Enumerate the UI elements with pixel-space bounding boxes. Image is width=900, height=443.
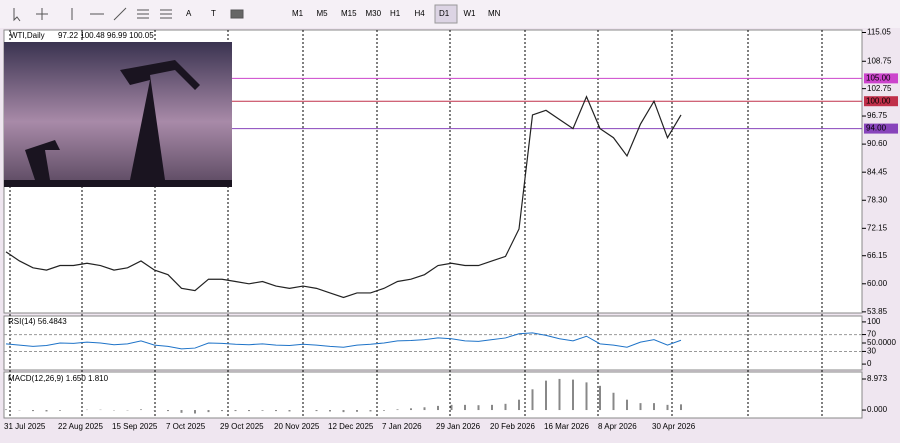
ohlc-text: 97.22 100.48 96.99 100.05 [58, 31, 154, 40]
level-label: 105.00 [866, 73, 891, 82]
date-label: 7 Oct 2025 [166, 422, 206, 431]
macd-bar [653, 403, 655, 410]
date-label: 15 Sep 2025 [112, 422, 158, 431]
macd-bar [194, 410, 196, 413]
macd-bar [451, 405, 453, 410]
macd-bar [613, 393, 615, 410]
macd-bar [167, 410, 169, 411]
macd-bar [437, 406, 439, 410]
macd-bar [532, 389, 534, 410]
price-label: 78.30 [867, 195, 888, 204]
macd-bar [397, 409, 399, 410]
macd-bar [329, 410, 331, 411]
date-label: 8 Apr 2026 [598, 422, 637, 431]
macd-tick-label: 8.973 [867, 374, 888, 383]
macd-bar [181, 410, 183, 413]
timeframe-button[interactable]: M1 [292, 9, 304, 18]
macd-bar [572, 380, 574, 410]
date-label: 29 Jan 2026 [436, 422, 481, 431]
macd-bar [491, 405, 493, 410]
price-label: 96.75 [867, 111, 888, 120]
macd-bar [248, 410, 250, 411]
price-label: 72.15 [867, 223, 888, 232]
rsi-label: RSI(14) 56.4843 [8, 317, 67, 326]
date-label: 29 Oct 2025 [220, 422, 264, 431]
date-label: 7 Jan 2026 [382, 422, 422, 431]
tool-button[interactable]: T [211, 9, 216, 18]
date-label: 20 Feb 2026 [490, 422, 535, 431]
timeframe-button[interactable]: W1 [464, 9, 477, 18]
timeframe-button[interactable]: M5 [317, 9, 329, 18]
rect-icon[interactable] [231, 10, 243, 18]
macd-bar [505, 404, 507, 410]
macd-tick-label: 0.000 [867, 405, 888, 414]
macd-bar [464, 405, 466, 410]
macd-bar [626, 400, 628, 410]
symbol-title: WTI,Daily [10, 31, 45, 40]
timeframe-button[interactable]: D1 [439, 9, 450, 18]
macd-bar [559, 379, 561, 410]
tool-button[interactable]: A [186, 9, 192, 18]
macd-bar [5, 409, 7, 410]
macd-bar [545, 381, 547, 410]
timeframe-button[interactable]: M30 [366, 9, 382, 18]
rsi-tick-label: 30 [867, 347, 876, 356]
timeframe-button[interactable]: MN [488, 9, 501, 18]
macd-bar [275, 410, 277, 411]
macd-bar [208, 410, 210, 412]
timeframe-button[interactable]: H1 [390, 9, 401, 18]
macd-bar [586, 382, 588, 410]
macd-panel [4, 372, 862, 418]
price-label: 66.15 [867, 251, 888, 260]
macd-bar [680, 404, 682, 410]
price-label: 115.05 [867, 28, 891, 37]
rsi-tick-label: 100 [867, 317, 881, 326]
macd-bar [667, 405, 669, 410]
level-label: 100.00 [866, 96, 891, 105]
timeframe-button[interactable]: M15 [341, 9, 357, 18]
macd-bar [599, 386, 601, 410]
macd-bar [46, 410, 48, 411]
date-label: 30 Apr 2026 [652, 422, 696, 431]
macd-bar [518, 400, 520, 410]
date-label: 20 Nov 2025 [274, 422, 320, 431]
macd-bar [478, 405, 480, 410]
date-label: 16 Mar 2026 [544, 422, 589, 431]
macd-bar [424, 407, 426, 410]
macd-bar [289, 410, 291, 411]
price-label: 53.85 [867, 307, 888, 316]
price-label: 108.75 [867, 56, 892, 65]
macd-bar [383, 410, 385, 411]
macd-bar [59, 410, 61, 411]
macd-bar [235, 410, 237, 411]
macd-bar [370, 410, 372, 411]
date-label: 12 Dec 2025 [328, 422, 374, 431]
macd-bar [302, 410, 304, 411]
price-label: 102.75 [867, 84, 892, 93]
macd-bar [343, 410, 345, 412]
oil-photo [4, 42, 232, 187]
macd-bar [410, 408, 412, 410]
macd-bar [262, 410, 264, 411]
macd-bar [640, 403, 642, 410]
macd-bar [356, 410, 358, 412]
macd-bar [316, 410, 318, 411]
date-label: 31 Jul 2025 [4, 422, 46, 431]
timeframe-button[interactable]: H4 [415, 9, 426, 18]
rsi-tick-label: 0 [867, 359, 872, 368]
price-label: 84.45 [867, 167, 888, 176]
date-label: 22 Aug 2025 [58, 422, 103, 431]
macd-bar [221, 410, 223, 411]
price-label: 90.60 [867, 139, 888, 148]
macd-bar [140, 409, 142, 410]
macd-label: MACD(12,26,9) 1.650 1.810 [8, 374, 109, 383]
price-label: 60.00 [867, 279, 888, 288]
macd-bar [32, 410, 34, 411]
level-label: 94.00 [866, 124, 887, 133]
